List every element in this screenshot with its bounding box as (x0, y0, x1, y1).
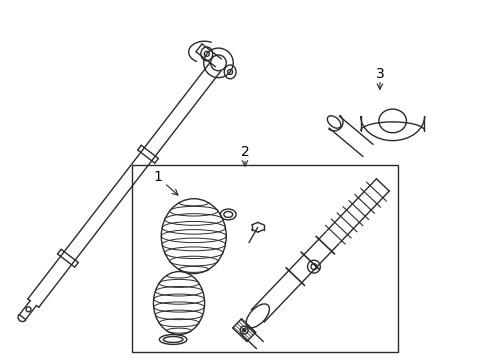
Text: 3: 3 (375, 67, 384, 81)
Text: 2: 2 (240, 145, 249, 159)
Ellipse shape (242, 329, 245, 332)
Text: 1: 1 (154, 170, 163, 184)
Bar (131, 165, 397, 352)
